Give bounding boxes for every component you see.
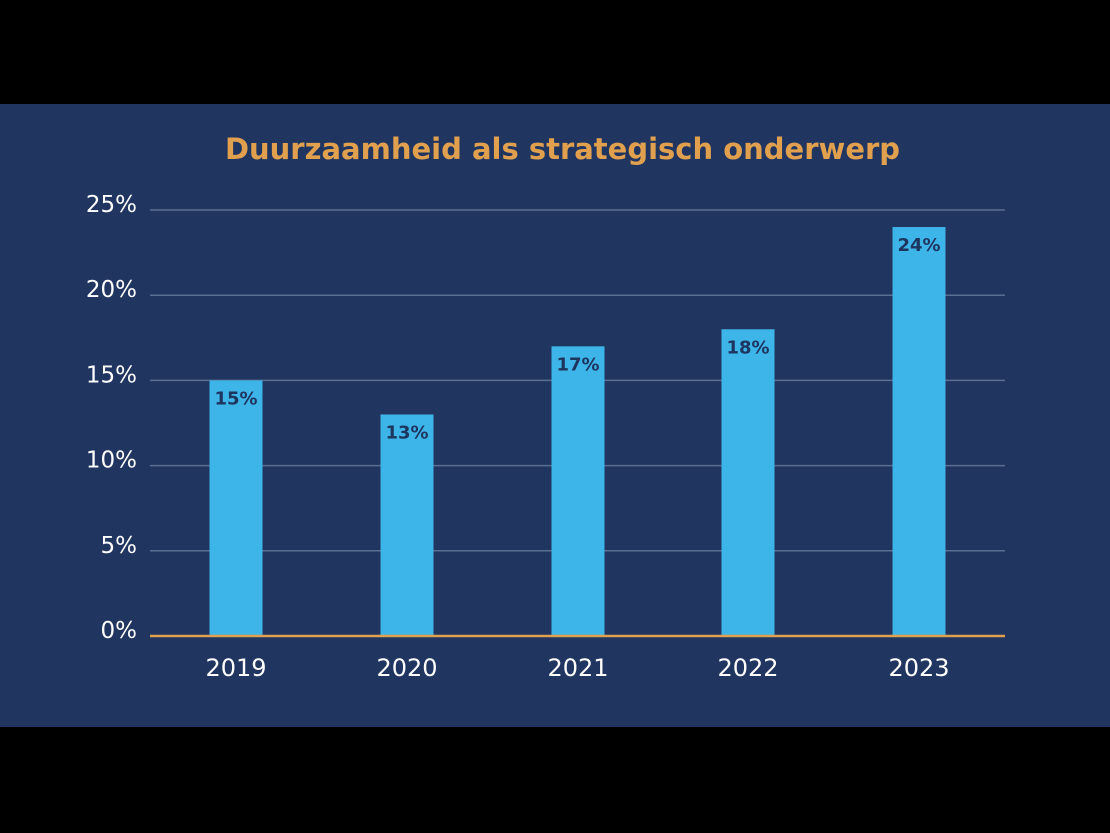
bar-2021 [551,346,605,636]
x-tick-label: 2022 [717,654,778,682]
x-tick-label: 2021 [547,654,608,682]
chart-title: Duurzaamheid als strategisch onderwerp [224,132,901,166]
y-tick-label: 10% [86,448,137,474]
y-tick-label: 15% [86,362,137,388]
data-label: 24% [897,235,940,256]
x-tick-label: 2023 [888,654,949,682]
data-label: 15% [214,388,257,409]
bar-2022 [721,329,775,636]
bar-2020 [380,414,434,636]
y-tick-label: 0% [101,618,138,644]
x-tick-label: 2019 [205,654,266,682]
data-label: 13% [385,422,428,443]
data-label: 18% [726,337,769,358]
data-label: 17% [556,354,599,375]
y-tick-label: 20% [86,277,137,303]
bar-2019 [209,380,263,636]
y-tick-label: 25% [86,192,137,218]
y-tick-label: 5% [101,533,138,559]
x-tick-label: 2020 [376,654,437,682]
bar-2023 [892,227,946,637]
